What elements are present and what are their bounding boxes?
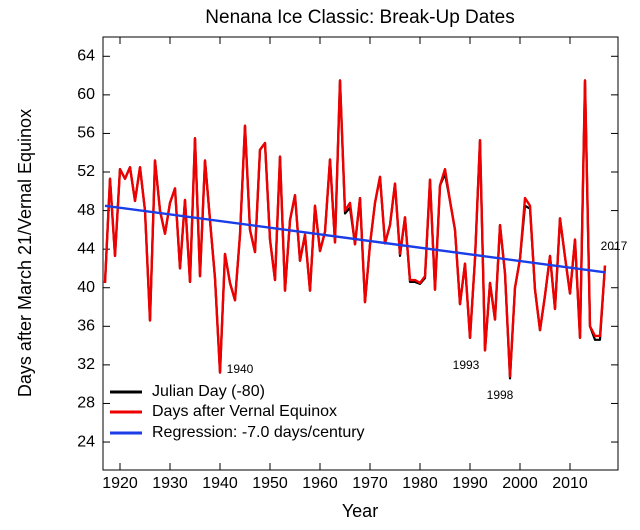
y-tick-label: 64 bbox=[77, 48, 95, 65]
y-tick-label: 56 bbox=[77, 125, 95, 142]
chart-title: Nenana Ice Classic: Break-Up Dates bbox=[205, 7, 514, 28]
x-tick-label: 2000 bbox=[502, 475, 538, 492]
y-axis-label: Days after March 21/Vernal Equinox bbox=[15, 109, 35, 397]
series-line bbox=[104, 204, 606, 274]
y-tick-label: 40 bbox=[77, 279, 95, 296]
x-tick-label: 1990 bbox=[452, 475, 488, 492]
y-tick-label: 36 bbox=[77, 318, 95, 335]
y-tick-label: 60 bbox=[77, 86, 95, 103]
x-axis-label: Year bbox=[342, 501, 378, 521]
plot-frame bbox=[102, 36, 619, 471]
x-tick-label: 1940 bbox=[202, 475, 238, 492]
x-tick-label: 1970 bbox=[352, 475, 388, 492]
legend-label: Julian Day (-80) bbox=[152, 383, 265, 400]
y-tick-label: 52 bbox=[77, 163, 95, 180]
legend-label: Regression: -7.0 days/century bbox=[152, 424, 365, 441]
x-tick-label: 1980 bbox=[402, 475, 438, 492]
annotation: 1993 bbox=[453, 358, 480, 372]
annotation: 2017 bbox=[601, 239, 628, 253]
x-tick-label: 1960 bbox=[302, 475, 338, 492]
x-tick-label: 1950 bbox=[252, 475, 288, 492]
y-tick-label: 44 bbox=[77, 240, 95, 257]
y-tick-label: 32 bbox=[77, 356, 95, 373]
annotation: 1940 bbox=[227, 362, 254, 376]
y-tick-label: 48 bbox=[77, 202, 95, 219]
y-tick-label: 28 bbox=[77, 395, 95, 412]
x-tick-label: 1920 bbox=[102, 475, 138, 492]
series-line bbox=[103, 79, 607, 380]
series-line bbox=[103, 79, 607, 378]
x-tick-label: 1930 bbox=[152, 475, 188, 492]
annotation: 1998 bbox=[487, 388, 514, 402]
legend-label: Days after Vernal Equinox bbox=[152, 403, 337, 420]
x-tick-label: 2010 bbox=[552, 475, 588, 492]
y-tick-label: 24 bbox=[77, 433, 95, 450]
